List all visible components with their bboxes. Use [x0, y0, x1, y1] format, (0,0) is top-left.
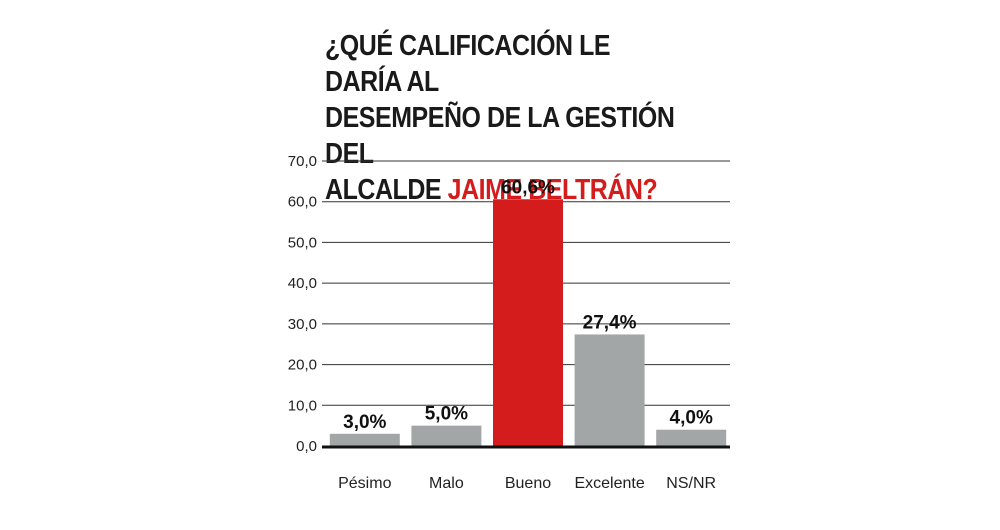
- chart-title: ¿QUÉ CALIFICACIÓN LE DARÍA AL DESEMPEÑO …: [325, 28, 686, 208]
- category-label: Pésimo: [338, 475, 391, 492]
- bar: [574, 334, 645, 446]
- y-tick-label: 40,0: [288, 275, 317, 292]
- category-label: Excelente: [574, 475, 644, 492]
- chart-title-line-1: ¿QUÉ CALIFICACIÓN LE DARÍA AL: [325, 30, 611, 98]
- category-label: NS/NR: [666, 475, 716, 492]
- bar: [411, 425, 482, 446]
- y-axis-ticks: 0,0 10,0 20,0 30,0 40,0 50,0 60,0 70,0: [288, 153, 317, 455]
- data-label: 5,0%: [425, 404, 468, 425]
- bar: [329, 433, 400, 446]
- y-tick-label: 30,0: [288, 316, 317, 333]
- category-label: Bueno: [505, 475, 551, 492]
- data-label: 3,0%: [343, 412, 386, 433]
- chart-title-line-3: ALCALDE JAIME BELTRÁN?: [325, 172, 686, 208]
- data-labels: 3,0% 5,0% 60,6% 27,4% 4,0%: [343, 177, 713, 433]
- chart-title-prefix: ALCALDE: [325, 174, 448, 206]
- bar: [656, 429, 727, 446]
- bar: [493, 199, 563, 446]
- y-tick-label: 60,0: [288, 194, 317, 211]
- data-label: 27,4%: [583, 312, 637, 333]
- y-tick-label: 10,0: [288, 397, 317, 414]
- y-tick-label: 50,0: [288, 234, 317, 251]
- data-label: 60,6%: [501, 177, 555, 198]
- y-tick-label: 70,0: [288, 153, 317, 170]
- y-tick-label: 20,0: [288, 357, 317, 374]
- x-axis-categories: Pésimo Malo Bueno Excelente NS/NR: [338, 475, 716, 492]
- y-tick-label: 0,0: [296, 438, 317, 455]
- chart-title-line-2: DESEMPEÑO DE LA GESTIÓN DEL: [325, 102, 675, 170]
- data-label: 4,0%: [670, 408, 713, 429]
- category-label: Malo: [429, 475, 464, 492]
- bars: [329, 199, 727, 446]
